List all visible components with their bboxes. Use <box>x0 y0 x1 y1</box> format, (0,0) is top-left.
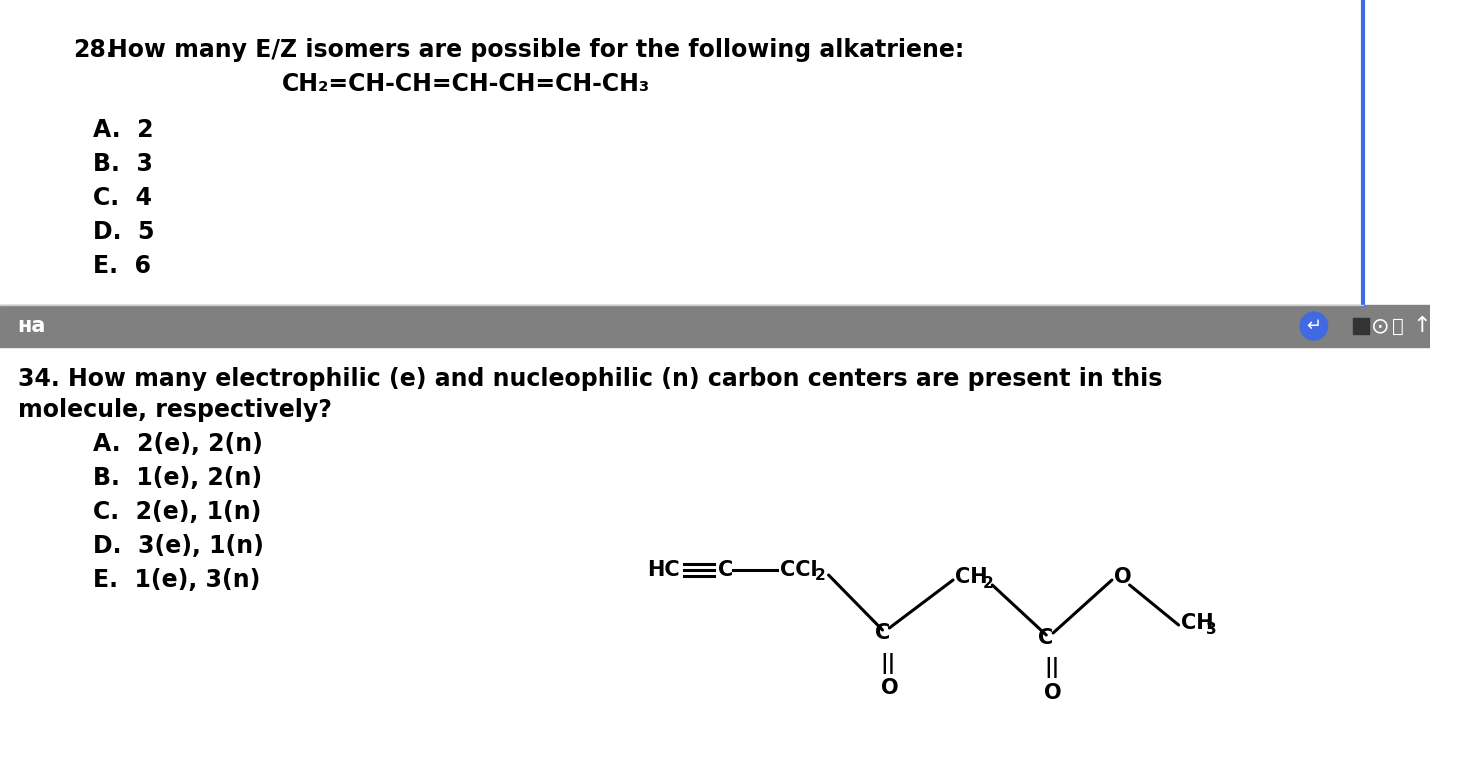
Circle shape <box>1301 312 1328 340</box>
Text: ⊙: ⊙ <box>1371 316 1389 336</box>
Bar <box>0 347 1430 776</box>
Bar <box>1353 318 1369 334</box>
Text: C: C <box>875 623 889 643</box>
Text: A.  2: A. 2 <box>93 118 153 142</box>
Text: A.  2(e), 2(n): A. 2(e), 2(n) <box>93 432 262 456</box>
Text: How many E/Z isomers are possible for the following alkatriene:: How many E/Z isomers are possible for th… <box>108 38 964 62</box>
Text: 28.: 28. <box>73 38 115 62</box>
Text: 🗑: 🗑 <box>1392 317 1404 335</box>
Text: CH₂=CH-CH=CH-CH=CH-CH₃: CH₂=CH-CH=CH-CH=CH-CH₃ <box>281 72 650 96</box>
Text: CCl: CCl <box>780 560 816 580</box>
Text: C.  2(e), 1(n): C. 2(e), 1(n) <box>93 500 261 524</box>
Text: ||: || <box>1044 657 1060 678</box>
Text: CH: CH <box>955 567 987 587</box>
Text: ↑: ↑ <box>1411 316 1430 336</box>
Text: molecule, respectively?: molecule, respectively? <box>17 398 331 422</box>
Text: D.  3(e), 1(n): D. 3(e), 1(n) <box>93 534 264 558</box>
Bar <box>0 0 1430 310</box>
Text: HC: HC <box>647 560 679 580</box>
Text: C: C <box>717 560 733 580</box>
Text: E.  1(e), 3(n): E. 1(e), 3(n) <box>93 568 261 592</box>
Text: нa: нa <box>17 316 47 336</box>
Text: 2: 2 <box>983 576 993 591</box>
Text: CH: CH <box>1181 613 1213 633</box>
Text: D.  5: D. 5 <box>93 220 155 244</box>
Text: E.  6: E. 6 <box>93 254 152 278</box>
Text: O: O <box>1044 683 1061 703</box>
Bar <box>0 305 1430 347</box>
Text: 34. How many electrophilic (e) and nucleophilic (n) carbon centers are present i: 34. How many electrophilic (e) and nucle… <box>17 367 1162 391</box>
Text: 3: 3 <box>1206 622 1216 638</box>
Text: O: O <box>1114 567 1131 587</box>
Text: ||: || <box>881 653 895 674</box>
Text: C.  4: C. 4 <box>93 186 152 210</box>
Text: C: C <box>1038 628 1054 648</box>
Text: ↵: ↵ <box>1306 317 1321 335</box>
Text: B.  3: B. 3 <box>93 152 153 176</box>
Text: B.  1(e), 2(n): B. 1(e), 2(n) <box>93 466 262 490</box>
Text: 2: 2 <box>815 569 825 584</box>
Text: O: O <box>881 678 898 698</box>
